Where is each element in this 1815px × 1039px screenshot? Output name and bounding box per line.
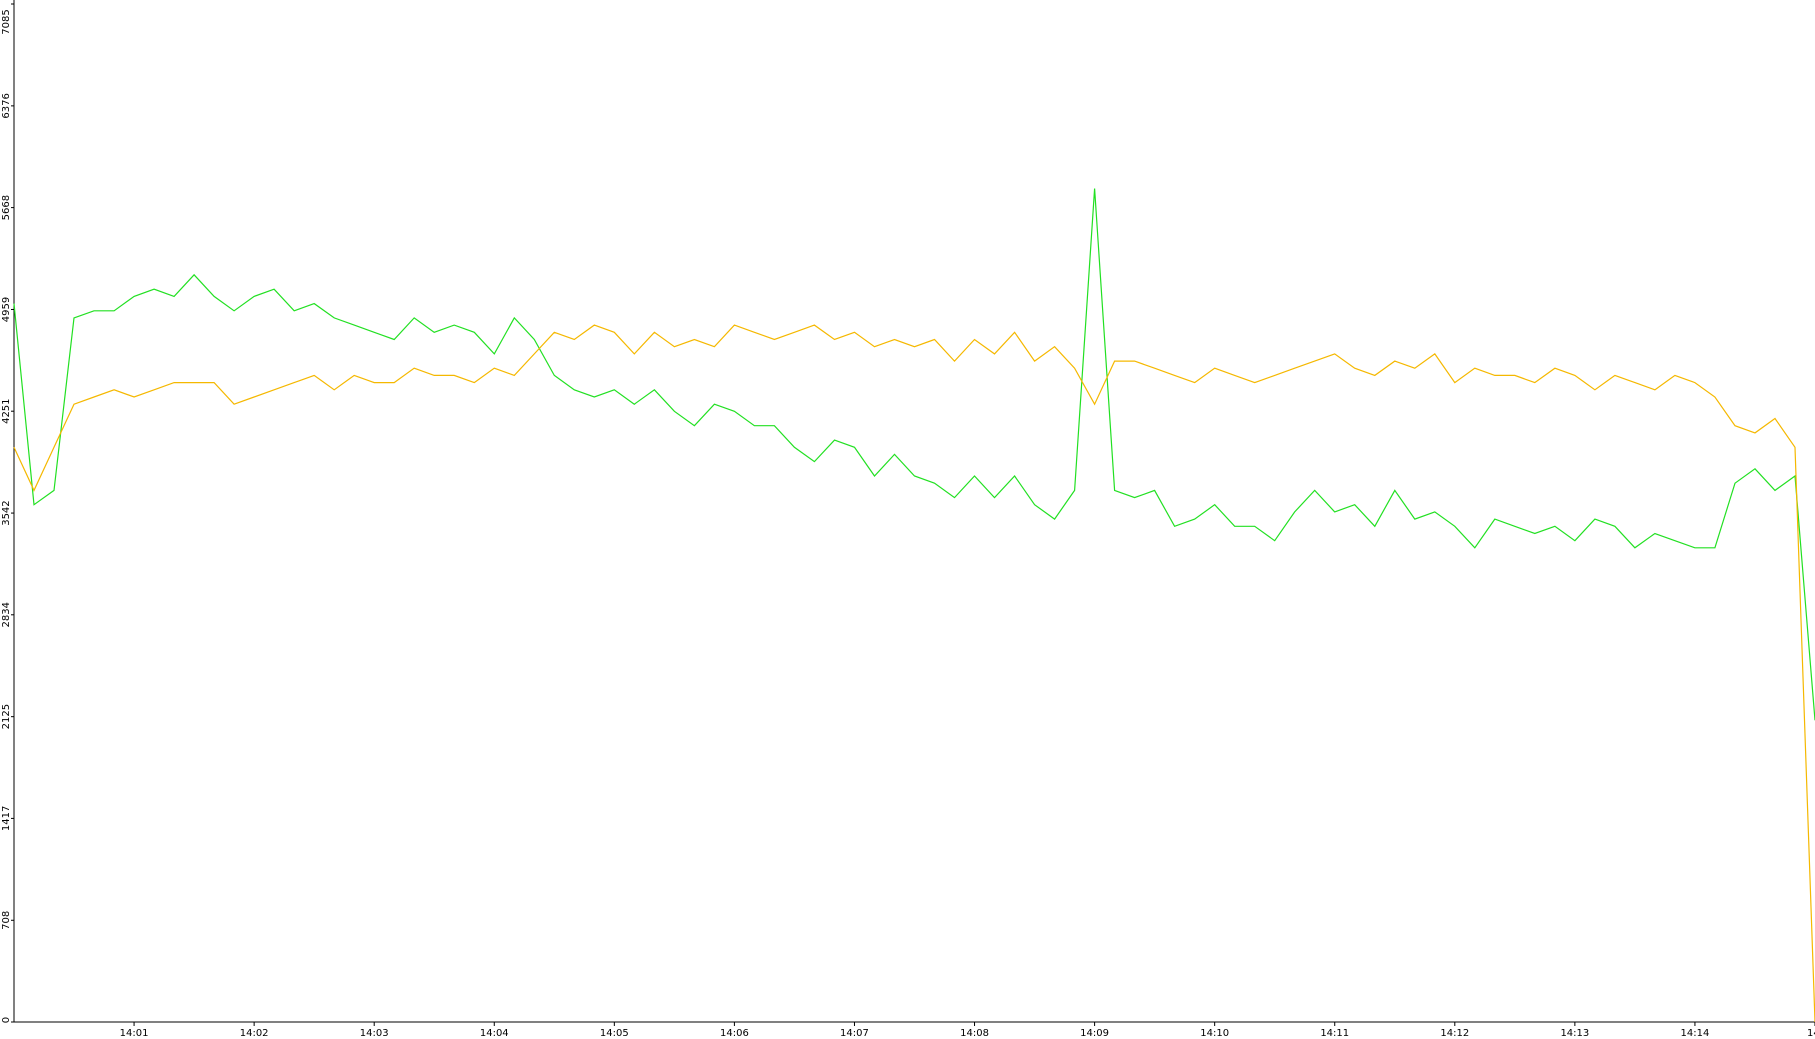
x-tick-label: 14:12 [1440,1028,1469,1039]
y-tick-label: 7085 [1,9,12,34]
y-tick-label: 1417 [1,806,12,831]
x-tick-label: 14:07 [840,1028,869,1039]
y-tick-label: 3542 [1,500,12,525]
x-tick-label: 14:11 [1320,1028,1349,1039]
x-tick-label: 14:09 [1080,1028,1109,1039]
x-tick-label: 14:14 [1681,1028,1710,1039]
x-tick-label: 14:03 [360,1028,389,1039]
y-tick-label: 2125 [1,704,12,729]
y-tick-label: 6376 [1,93,12,118]
y-tick-label: 4959 [1,297,12,322]
y-tick-label: 4251 [1,398,12,423]
series-line [13,324,1815,1023]
y-tick-label: 0 [1,1017,12,1023]
x-tick-label: 14:08 [960,1028,989,1039]
y-tick-label: 2834 [1,602,12,627]
x-tick-label: 14:01 [120,1028,149,1039]
x-tick-label: 14:13 [1560,1028,1589,1039]
x-tick-label: 14:05 [600,1028,629,1039]
y-tick-label: 5668 [1,195,12,220]
x-tick-label: 14:06 [720,1028,749,1039]
x-tick-label: 14: [1807,1028,1815,1039]
x-tick-label: 14:02 [240,1028,269,1039]
x-tick-label: 14:04 [480,1028,509,1039]
y-tick-label: 708 [1,911,12,930]
x-tick-label: 14:10 [1200,1028,1229,1039]
series-line [13,188,1815,721]
